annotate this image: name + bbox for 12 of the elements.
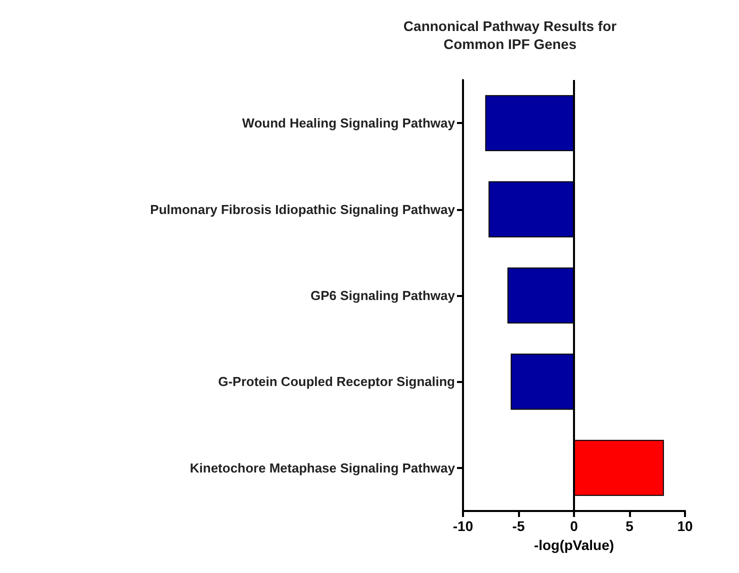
y-tick-label: Wound Healing Signaling Pathway: [242, 116, 456, 131]
x-tick-label: 5: [626, 518, 634, 534]
y-tick-label: GP6 Signaling Pathway: [310, 288, 456, 303]
x-tick-label: 10: [677, 518, 693, 534]
y-tick-label: G-Protein Coupled Receptor Signaling: [218, 374, 456, 390]
x-tick-label: 0: [570, 518, 578, 534]
x-tick-label: -10: [452, 518, 474, 534]
x-axis-title: -log(pValue): [534, 536, 614, 553]
chart-title: Cannonical Pathway Results for Common IPF Genes: [403, 18, 618, 52]
y-tick-label: Pulmonary Fibrosis Idiopathic Signaling Pathway: [150, 202, 456, 217]
x-tick-label: -5: [512, 518, 525, 534]
y-tick-label: Kinetochore Metaphase Signaling Pathway: [190, 460, 456, 476]
